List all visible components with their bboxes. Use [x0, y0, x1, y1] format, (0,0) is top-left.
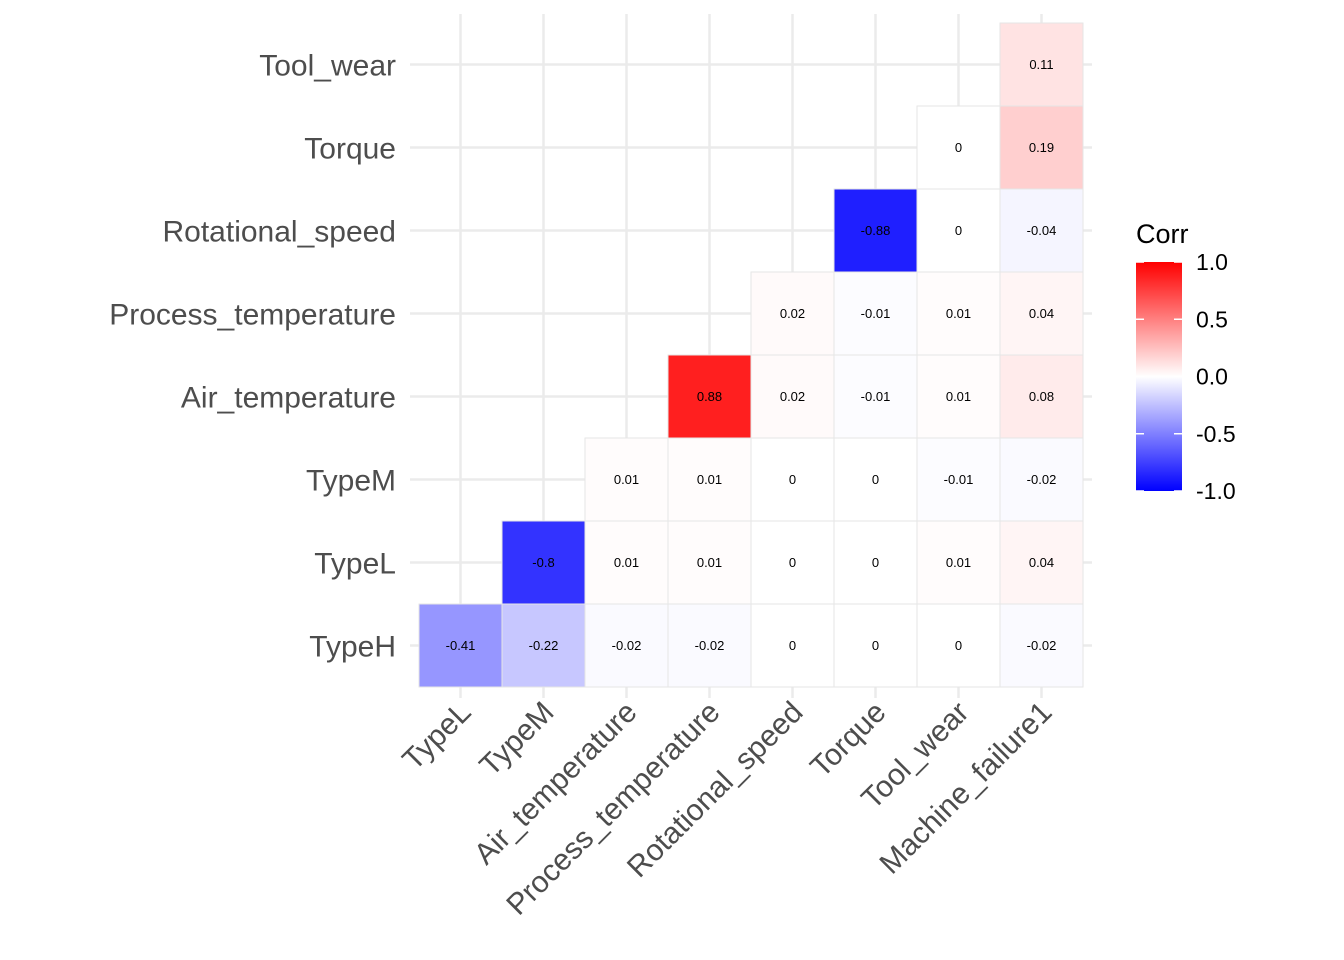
cell-value-label: -0.02 [612, 638, 642, 653]
y-tick-label: TypeL [314, 548, 396, 581]
cell-value-label: 0 [955, 638, 962, 653]
cell-value-label: 0.01 [946, 555, 971, 570]
y-tick-label: Torque [304, 133, 396, 166]
heatmap-cell [667, 603, 752, 688]
heatmap-cell [667, 437, 752, 522]
heatmap-cell [750, 520, 835, 605]
legend-tick-label: 0.5 [1196, 306, 1228, 332]
heatmap-cell [584, 603, 669, 688]
cell-value-label: -0.01 [861, 389, 891, 404]
cell-value-label: -0.01 [861, 306, 891, 321]
y-tick-label: Tool_wear [259, 50, 396, 83]
cell-value-label: 0 [789, 472, 796, 487]
cell-value-label: -0.8 [532, 555, 554, 570]
y-tick-label: Air_temperature [181, 382, 396, 415]
legend-tick-label: 0.0 [1196, 364, 1228, 390]
x-tick-label: TypeL [396, 696, 477, 777]
cell-value-label: 0.11 [1029, 57, 1053, 72]
cell-value-label: 0 [955, 140, 962, 155]
y-tick-label: Rotational_speed [162, 216, 396, 249]
heatmap-cell [584, 520, 669, 605]
heatmap-cell [750, 354, 835, 439]
heatmap-cell [999, 354, 1084, 439]
heatmap-cell [418, 603, 503, 688]
legend-tick-label: 1.0 [1196, 249, 1228, 275]
legend-title: Corr [1136, 219, 1189, 249]
heatmap-cell [999, 105, 1084, 190]
heatmap-cell [833, 437, 918, 522]
heatmap-cell [750, 271, 835, 356]
legend-tick-label: -1.0 [1196, 478, 1236, 504]
cell-value-label: 0 [872, 472, 879, 487]
cell-value-label: -0.41 [446, 638, 476, 653]
heatmap-cell [833, 271, 918, 356]
cell-value-label: 0.08 [1029, 389, 1054, 404]
heatmap-cell [916, 520, 1001, 605]
cell-value-label: 0.88 [697, 389, 722, 404]
cell-value-label: 0.01 [946, 389, 971, 404]
cell-value-label: -0.02 [1027, 638, 1057, 653]
legend: Corr 1.0 0.5 0.0 -0.5 -1.0 [1136, 219, 1236, 504]
heatmap-cells: -0.41 -0.22 -0.02 -0.02 0 0 0 -0.02 -0.8 0.01 0.01… [418, 22, 1084, 688]
heatmap-cell [750, 603, 835, 688]
cell-value-label: -0.01 [944, 472, 974, 487]
cell-value-label: 0.19 [1029, 140, 1054, 155]
legend-tick-label: -0.5 [1196, 421, 1236, 447]
heatmap-cell [667, 520, 752, 605]
heatmap-cell [833, 603, 918, 688]
cell-value-label: -0.88 [861, 223, 891, 238]
heatmap-cell [916, 437, 1001, 522]
heatmap-cell [999, 603, 1084, 688]
heatmap-cell [999, 520, 1084, 605]
heatmap-cell [999, 22, 1084, 107]
cell-value-label: -0.02 [1027, 472, 1057, 487]
cell-value-label: 0.04 [1029, 306, 1054, 321]
heatmap-cell [916, 188, 1001, 273]
cell-value-label: 0.02 [780, 306, 805, 321]
y-tick-label: TypeH [309, 631, 396, 664]
heatmap-cell [999, 271, 1084, 356]
cell-value-label: 0.01 [946, 306, 971, 321]
cell-value-label: 0 [789, 555, 796, 570]
y-tick-label: Process_temperature [109, 299, 396, 332]
heatmap-cell [501, 520, 586, 605]
heatmap-cell [501, 603, 586, 688]
cell-value-label: -0.04 [1027, 223, 1057, 238]
cell-value-label: -0.22 [529, 638, 559, 653]
cell-value-label: 0 [789, 638, 796, 653]
cell-value-label: 0.04 [1029, 555, 1054, 570]
heatmap-cell [584, 437, 669, 522]
cell-value-label: 0 [872, 555, 879, 570]
heatmap-cell [833, 520, 918, 605]
cell-value-label: 0 [872, 638, 879, 653]
y-tick-label: TypeM [306, 465, 396, 498]
heatmap-cell [999, 437, 1084, 522]
heatmap-cell [916, 105, 1001, 190]
heatmap-cell [667, 354, 752, 439]
cell-value-label: 0.02 [780, 389, 805, 404]
cell-value-label: 0.01 [614, 555, 639, 570]
legend-ticks: 1.0 0.5 0.0 -0.5 -1.0 [1136, 249, 1236, 504]
cell-value-label: 0.01 [697, 555, 722, 570]
cell-value-label: 0.01 [614, 472, 639, 487]
cell-value-label: -0.02 [695, 638, 725, 653]
cell-value-label: 0 [955, 223, 962, 238]
y-axis-tick-labels: TypeH TypeL TypeM Air_temperature Process_te… [109, 50, 396, 664]
x-axis-tick-labels: TypeLTypeMAir_temperatureProcess_tempera… [396, 696, 1058, 922]
cell-value-label: 0.01 [697, 472, 722, 487]
